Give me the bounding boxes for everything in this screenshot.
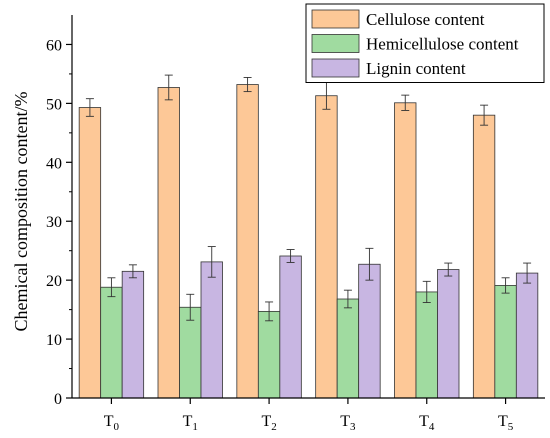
x-tick-label: T4 xyxy=(419,413,435,433)
bar-lignin-content-T0 xyxy=(121,270,145,399)
legend-swatch xyxy=(311,9,360,29)
bar-cellulose-content-T1 xyxy=(157,87,180,399)
y-tick-label: 60 xyxy=(46,37,62,54)
x-tick-label: T3 xyxy=(340,413,356,433)
legend-swatch xyxy=(311,58,360,78)
y-tick-label: 50 xyxy=(46,96,62,113)
legend-label: Cellulose content xyxy=(366,10,485,29)
y-tick-label: 20 xyxy=(46,273,62,290)
bar-lignin-content-T5 xyxy=(515,272,539,399)
error-bars-layer xyxy=(85,74,532,322)
bar-hemicellulose-content-T5 xyxy=(494,285,517,399)
y-tick-label: 10 xyxy=(46,332,62,349)
bar-hemicellulose-content-T3 xyxy=(336,298,360,399)
x-tick-label: T5 xyxy=(498,413,514,433)
legend: Cellulose content Hemicellulose content Li… xyxy=(305,3,545,83)
x-tick-label: T1 xyxy=(183,413,198,433)
legend-label: Hemicellulose content xyxy=(366,35,519,54)
y-tick-label: 40 xyxy=(46,155,62,172)
bar-cellulose-content-T2 xyxy=(236,84,259,399)
bar-lignin-content-T3 xyxy=(358,263,381,399)
bar-cellulose-content-T0 xyxy=(78,107,102,399)
bar-hemicellulose-content-T0 xyxy=(100,286,123,399)
y-tick-label: 30 xyxy=(46,214,62,231)
x-tick-label: T0 xyxy=(104,413,120,433)
bars-layer xyxy=(78,84,539,399)
legend-label: Lignin content xyxy=(366,59,466,78)
x-tick-label: T2 xyxy=(261,413,276,433)
bar-hemicellulose-content-T1 xyxy=(179,306,202,399)
bar-cellulose-content-T3 xyxy=(315,95,338,399)
axes-layer: 0 10 20 30 40 50 60 T0 T1 T2 T3 T4 T5 Chemical compos… xyxy=(11,15,545,433)
bar-cellulose-content-T5 xyxy=(472,114,496,399)
bar-hemicellulose-content-T4 xyxy=(415,291,438,399)
bar-hemicellulose-content-T2 xyxy=(257,310,281,399)
bar-lignin-content-T2 xyxy=(279,255,302,399)
y-axis-title: Chemical composition content/% xyxy=(11,92,31,332)
legend-swatch xyxy=(311,34,360,53)
bar-cellulose-content-T4 xyxy=(394,102,417,399)
bar-lignin-content-T1 xyxy=(200,261,223,399)
y-tick-label: 0 xyxy=(54,391,62,408)
bar-lignin-content-T4 xyxy=(437,269,460,399)
